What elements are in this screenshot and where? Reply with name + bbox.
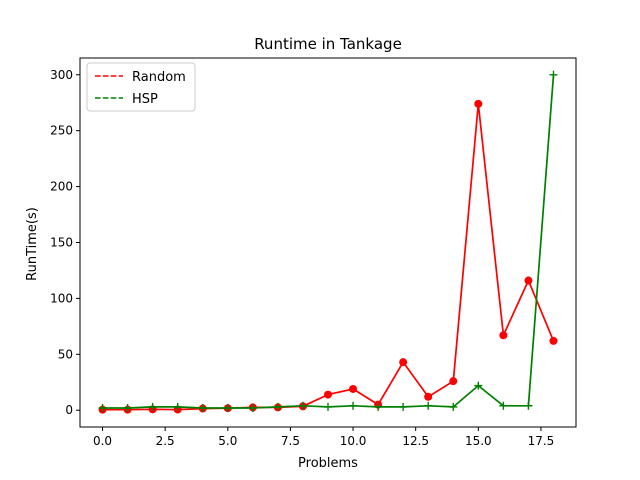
data-point-random bbox=[474, 99, 483, 108]
x-tick-label: 15.0 bbox=[465, 434, 492, 448]
data-point-random bbox=[449, 377, 458, 386]
data-point-random bbox=[424, 392, 433, 401]
data-point-hsp bbox=[374, 402, 383, 411]
legend-random-label: Random bbox=[132, 70, 186, 85]
y-axis-label: RunTime(s) bbox=[25, 207, 40, 281]
x-tick-label: 12.5 bbox=[402, 434, 429, 448]
data-point-random bbox=[324, 390, 332, 399]
x-tick-label: 2.5 bbox=[156, 434, 175, 448]
series-line-hsp bbox=[102, 74, 555, 409]
y-tick-label: 300 bbox=[50, 68, 73, 82]
plot-area bbox=[79, 57, 577, 428]
data-point-hsp bbox=[98, 403, 107, 412]
y-tick-label: 50 bbox=[58, 347, 73, 361]
data-point-hsp bbox=[148, 402, 157, 411]
y-tick-label: 150 bbox=[50, 236, 73, 250]
data-point-hsp bbox=[123, 403, 132, 412]
series-layer bbox=[98, 70, 558, 414]
x-axis-label: Problems bbox=[298, 456, 358, 471]
data-point-hsp bbox=[198, 403, 207, 412]
x-tick-label: 7.5 bbox=[281, 434, 300, 448]
legend-hsp-label: HSP bbox=[132, 92, 158, 107]
x-tick-label: 10.0 bbox=[340, 434, 367, 448]
data-point-hsp bbox=[349, 401, 358, 410]
series-line-random bbox=[102, 102, 555, 411]
data-point-hsp bbox=[273, 402, 282, 411]
data-point-random bbox=[524, 276, 533, 285]
y-axis: 0 50 100 150 200 250 300 bbox=[50, 68, 80, 417]
data-point-hsp bbox=[449, 402, 458, 411]
chart-title: Runtime in Tankage bbox=[254, 35, 402, 53]
data-point-hsp bbox=[248, 403, 257, 412]
data-point-hsp bbox=[324, 402, 332, 411]
y-tick-label: 250 bbox=[50, 124, 73, 138]
x-axis: 0.0 2.5 5.0 7.5 10.0 12.5 15.0 17.5 bbox=[93, 427, 554, 448]
data-point-random bbox=[549, 336, 558, 345]
x-tick-label: 5.0 bbox=[218, 434, 237, 448]
data-point-random bbox=[499, 331, 508, 340]
y-tick-label: 200 bbox=[50, 180, 73, 194]
x-tick-label: 17.5 bbox=[528, 434, 555, 448]
data-point-hsp bbox=[524, 401, 533, 410]
data-point-hsp bbox=[424, 401, 433, 410]
data-point-hsp bbox=[298, 401, 307, 410]
y-tick-label: 100 bbox=[50, 291, 73, 305]
data-point-hsp bbox=[549, 70, 558, 79]
data-point-random bbox=[349, 384, 358, 393]
data-point-hsp bbox=[173, 402, 182, 411]
x-tick-label: 0.0 bbox=[93, 434, 112, 448]
data-point-random bbox=[399, 358, 408, 367]
y-tick-label: 0 bbox=[65, 403, 73, 417]
data-point-hsp bbox=[399, 402, 408, 411]
data-point-hsp bbox=[474, 381, 483, 390]
legend: Random HSP bbox=[86, 62, 196, 112]
plot-frame bbox=[79, 57, 577, 428]
data-point-hsp bbox=[499, 401, 508, 410]
legend-box bbox=[86, 62, 196, 112]
data-point-hsp bbox=[223, 403, 232, 412]
